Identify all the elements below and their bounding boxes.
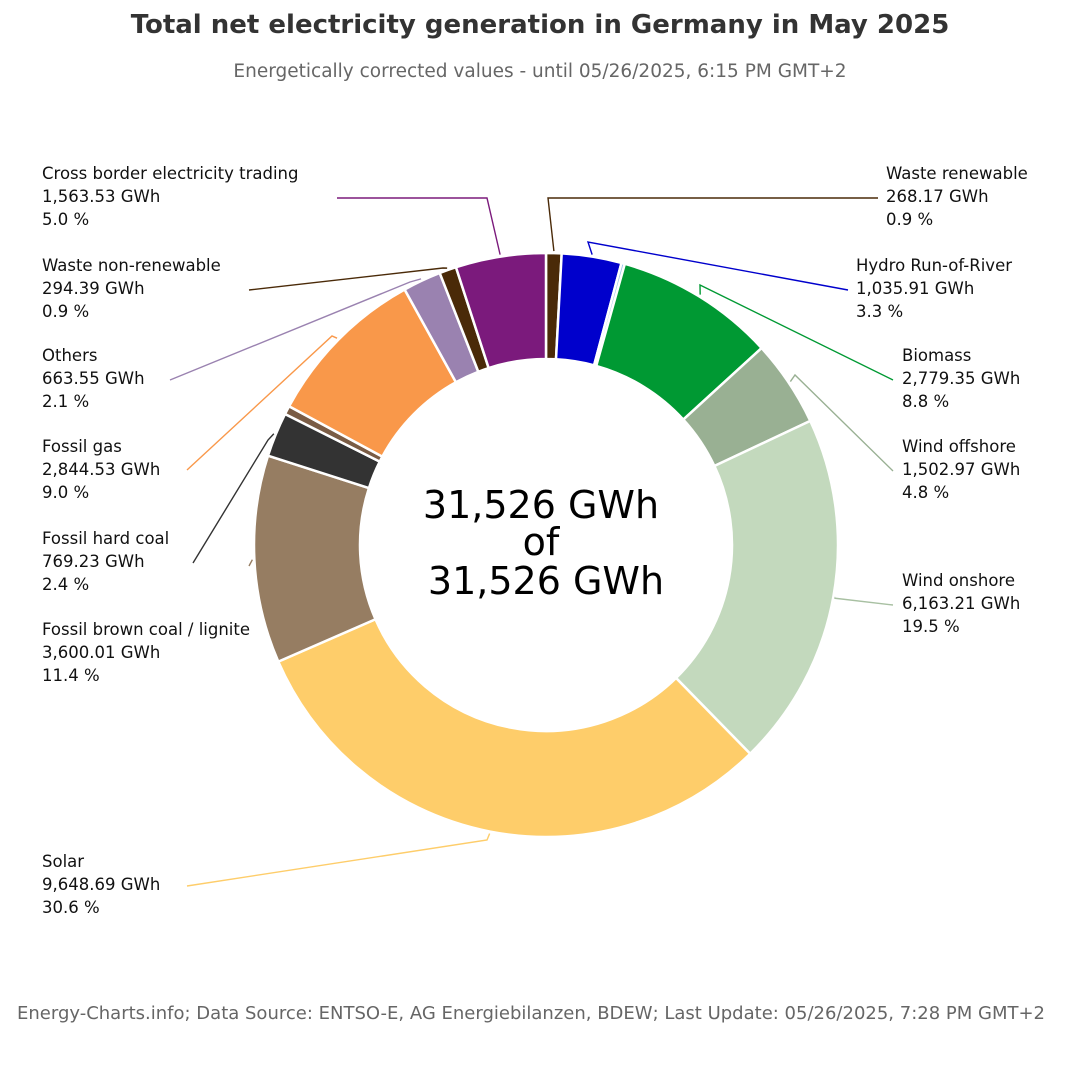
label-wind-onshore: Wind onshore 6,163.21 GWh 19.5 % xyxy=(902,571,1021,636)
chart-subtitle: Energetically corrected values - until 0… xyxy=(233,61,847,82)
leader-line-wind-onshore xyxy=(832,596,894,606)
label-waste-non-renewable: Waste non-renewable 294.39 GWh 0.9 % xyxy=(42,256,221,321)
leader-line-fossil-hard-coal xyxy=(192,433,275,564)
label-fossil-gas: Fossil gas 2,844.53 GWh 9.0 % xyxy=(42,437,161,502)
leader-line-biomass xyxy=(699,283,894,381)
donut-chart: 31,526 GWh of 31,526 GWh xyxy=(169,197,894,887)
leader-line-hydro-run-of-river xyxy=(586,241,849,291)
leader-line-others xyxy=(169,278,422,381)
label-cross-border-trading: Cross border electricity trading 1,563.5… xyxy=(42,164,299,229)
chart-title: Total net electricity generation in Germ… xyxy=(130,10,950,40)
label-others: Others 663.55 GWh 2.1 % xyxy=(42,346,145,411)
slice-solar[interactable] xyxy=(277,618,752,839)
leader-line-cross-border-electricity-trading xyxy=(337,197,501,255)
slice-cross-border-electricity-trading[interactable] xyxy=(454,251,548,370)
slice-wind-onshore[interactable] xyxy=(674,419,840,756)
leader-line-waste-renewable xyxy=(547,197,878,252)
leader-line-wind-offshore xyxy=(789,373,894,472)
source-footer: Energy-Charts.info; Data Source: ENTSO-E… xyxy=(17,1003,1046,1024)
label-fossil-brown-coal: Fossil brown coal / lignite 3,600.01 GWh… xyxy=(42,620,251,685)
leader-line-solar xyxy=(186,833,491,887)
center-of-label: of xyxy=(523,520,561,564)
center-total-label: 31,526 GWh xyxy=(423,483,659,527)
leader-line-waste-non-renewable xyxy=(248,267,448,291)
label-waste-renewable: Waste renewable 268.17 GWh 0.9 % xyxy=(886,164,1028,229)
label-biomass: Biomass 2,779.35 GWh 8.8 % xyxy=(902,346,1021,411)
center-max-label: 31,526 GWh xyxy=(428,559,664,603)
leader-line-fossil-brown-coal-lignite xyxy=(248,559,253,567)
label-hydro-run-of-river: Hydro Run-of-River 1,035.91 GWh 3.3 % xyxy=(856,256,1013,321)
label-wind-offshore: Wind offshore 1,502.97 GWh 4.8 % xyxy=(902,437,1021,502)
label-solar: Solar 9,648.69 GWh 30.6 % xyxy=(42,852,161,917)
leader-line-fossil-gas xyxy=(186,335,338,471)
label-fossil-hard-coal: Fossil hard coal 769.23 GWh 2.4 % xyxy=(42,529,170,594)
